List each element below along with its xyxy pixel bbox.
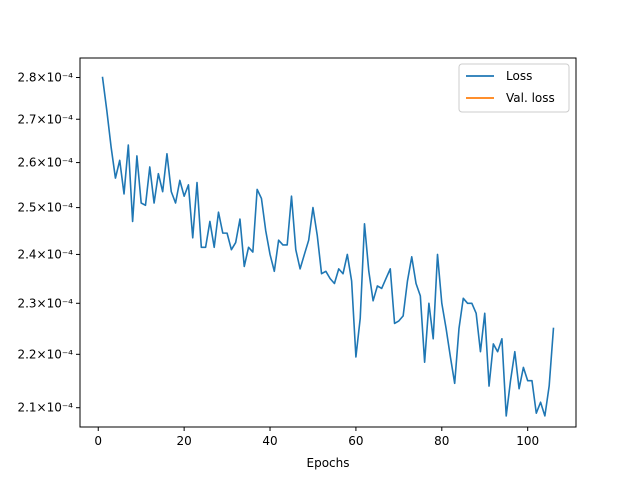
y-tick-label: 2.1×10⁻⁴ (17, 401, 73, 415)
legend-label-val-loss: Val. loss (506, 91, 555, 105)
plot-frame (79, 57, 577, 428)
legend-label-loss: Loss (506, 69, 532, 83)
y-tick-label: 2.8×10⁻⁴ (17, 71, 73, 85)
x-tick-label: 80 (434, 434, 449, 448)
y-axis: 2.1×10⁻⁴ 2.2×10⁻⁴ 2.3×10⁻⁴ 2.4×10⁻⁴ 2.5×10⁻⁴… (17, 71, 80, 415)
y-tick-label: 2.6×10⁻⁴ (17, 156, 73, 170)
x-tick-label: 60 (348, 434, 363, 448)
x-axis-label: Epochs (307, 456, 350, 470)
x-tick-label: 100 (516, 434, 539, 448)
y-tick-label: 2.7×10⁻⁴ (17, 112, 73, 126)
x-tick-label: 40 (262, 434, 277, 448)
y-tick-label: 2.4×10⁻⁴ (17, 247, 73, 261)
legend: Loss Val. loss (458, 63, 570, 113)
plot-lines (101, 76, 555, 417)
y-tick-label: 2.3×10⁻⁴ (17, 296, 73, 310)
x-tick-label: 0 (94, 434, 102, 448)
y-tick-label: 2.5×10⁻⁴ (17, 201, 73, 215)
series-line-loss (101, 76, 555, 417)
x-axis: 0 20 40 60 80 100 (94, 427, 539, 448)
x-tick-label: 20 (176, 434, 191, 448)
y-tick-label: 2.2×10⁻⁴ (17, 347, 73, 361)
